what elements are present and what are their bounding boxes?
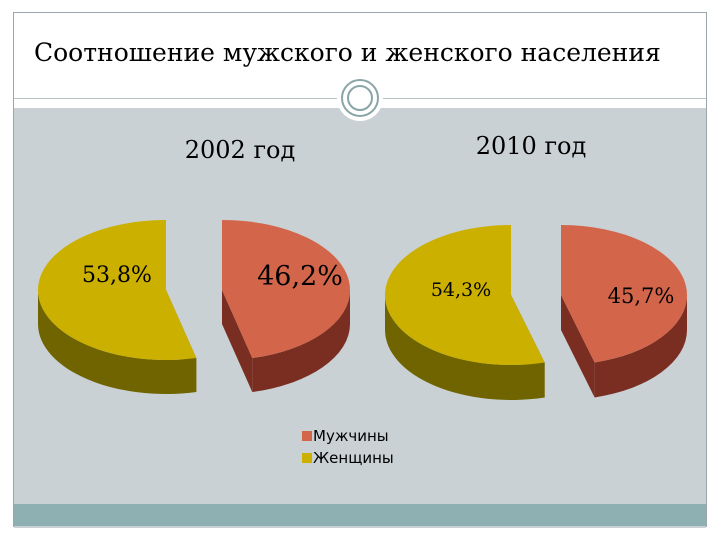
label-2002-women: 53,8% — [82, 263, 152, 288]
pie-2002 — [38, 220, 351, 394]
legend-label-women: Женщины — [313, 449, 394, 467]
pie-slice-men-2002 — [222, 220, 351, 393]
pie-slice-men-2010-top — [561, 225, 687, 363]
pie-slice-women-2010 — [385, 225, 545, 400]
circle-ornament-icon — [337, 75, 383, 121]
chart-title-2010: 2010 год — [476, 132, 587, 160]
pie-slice-women-2002 — [38, 220, 197, 394]
pie-slice-women-2002-top — [38, 220, 197, 360]
slide-title: Соотношение мужского и женского населени… — [34, 38, 661, 67]
label-2010-women: 54,3% — [431, 279, 491, 301]
pie-slice-men-2002-face-1 — [222, 290, 253, 393]
pie-2010 — [385, 225, 687, 400]
pie-slice-men-2002-top — [222, 220, 351, 359]
legend-label-men: Мужчины — [313, 427, 389, 445]
label-2010-men: 45,7% — [608, 284, 675, 308]
pie-slice-women-2002-side — [38, 290, 197, 394]
pie-slice-men-2010-face-1 — [561, 295, 595, 398]
legend-swatch-women — [302, 453, 312, 463]
pie-slice-women-2010-side — [385, 295, 545, 400]
legend: Мужчины Женщины — [302, 427, 394, 467]
label-2002-men: 46,2% — [257, 261, 343, 292]
pie-slice-men-2002-side — [252, 290, 351, 393]
pie-slice-men-2010 — [561, 225, 687, 398]
bottom-band — [14, 504, 706, 526]
chart-title-2002: 2002 год — [185, 136, 296, 164]
legend-swatch-men — [302, 431, 312, 441]
pie-slice-women-2010-top — [385, 225, 545, 366]
pie-slice-men-2010-side — [594, 295, 687, 398]
